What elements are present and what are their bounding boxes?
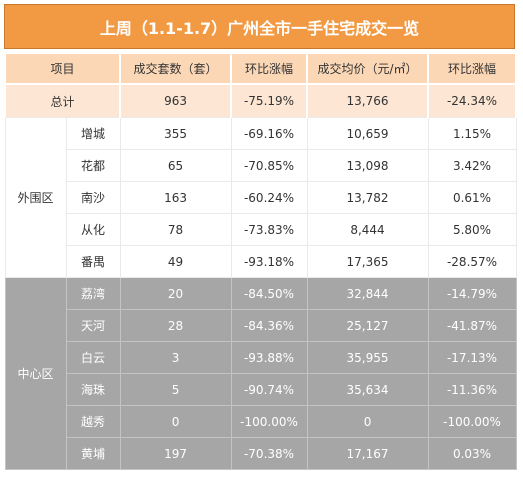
cell-avg-price: 25,127 [306,309,429,342]
cell-district: 荔湾 [65,277,121,310]
sales-table: 项目 成交套数（套） 环比涨幅 成交均价（元/㎡） 环比涨幅 总计 963 -7… [3,52,518,470]
cell-avg-price: 8,444 [306,213,429,246]
cell-district: 黄埔 [65,437,121,470]
cell-units-change: -100.00% [230,405,308,438]
total-units: 963 [119,84,233,118]
table-row: 花都 65 -70.85% 13,098 3.42% [5,149,517,182]
cell-units-change: -84.36% [230,309,308,342]
total-row: 总计 963 -75.19% 13,766 -24.34% [3,84,518,118]
cell-units-change: -70.38% [230,437,308,470]
table-row: 白云 3 -93.88% 35,955 -17.13% [5,341,517,374]
table-row: 中心区 荔湾 20 -84.50% 32,844 -14.79% [4,277,517,470]
header-row: 项目 成交套数（套） 环比涨幅 成交均价（元/㎡） 环比涨幅 [3,52,518,85]
cell-units: 163 [119,181,232,214]
cell-units: 28 [119,309,232,342]
cell-avg-price: 32,844 [306,277,429,310]
cell-price-change: -100.00% [427,405,517,438]
cell-units: 78 [119,213,232,246]
cell-units: 65 [119,149,232,182]
cell-district: 白云 [65,341,121,374]
total-label: 总计 [3,84,122,118]
header-cell: 环比涨幅 [427,52,518,85]
cell-price-change: -28.57% [427,245,517,278]
cell-avg-price: 35,955 [306,341,429,374]
cell-district: 番禺 [65,245,121,278]
cell-district: 南沙 [65,181,121,214]
cell-units-change: -90.74% [230,373,308,406]
cell-avg-price: 0 [306,405,429,438]
header-cell: 项目 [3,52,122,85]
table-row: 番禺 49 -93.18% 17,365 -28.57% [5,245,517,278]
table-row: 天河 28 -84.36% 25,127 -41.87% [5,309,517,342]
table-title: 上周（1.1-1.7）广州全市一手住宅成交一览 [4,4,515,49]
table-row: 黄埔 197 -70.38% 17,167 0.03% [5,437,517,470]
total-avg-price: 13,766 [306,84,430,118]
cell-units: 197 [119,437,232,470]
table-row: 外围区 增城 355 -69.16% 10,659 1.15% [4,117,517,278]
header-cell: 成交套数（套） [119,52,233,85]
cell-units: 5 [119,373,232,406]
cell-units-change: -73.83% [230,213,308,246]
cell-price-change: 1.15% [427,117,517,150]
header-cell: 成交均价（元/㎡） [306,52,430,85]
cell-avg-price: 17,365 [306,245,429,278]
cell-price-change: -14.79% [427,277,517,310]
cell-price-change: -17.13% [427,341,517,374]
cell-price-change: 3.42% [427,149,517,182]
cell-district: 越秀 [65,405,121,438]
table-row: 越秀 0 -100.00% 0 -100.00% [5,405,517,438]
cell-units-change: -93.18% [230,245,308,278]
cell-units-change: -93.88% [230,341,308,374]
cell-units: 0 [119,405,232,438]
region-label: 中心区 [4,277,67,470]
cell-district: 天河 [65,309,121,342]
table-row: 南沙 163 -60.24% 13,782 0.61% [5,181,517,214]
cell-price-change: 5.80% [427,213,517,246]
cell-avg-price: 35,634 [306,373,429,406]
cell-district: 海珠 [65,373,121,406]
cell-price-change: -41.87% [427,309,517,342]
cell-units-change: -70.85% [230,149,308,182]
header-cell: 环比涨幅 [230,52,309,85]
table-row: 海珠 5 -90.74% 35,634 -11.36% [5,373,517,406]
table-row: 从化 78 -73.83% 8,444 5.80% [5,213,517,246]
cell-avg-price: 10,659 [306,117,429,150]
cell-units: 49 [119,245,232,278]
cell-units: 3 [119,341,232,374]
cell-units: 20 [119,277,232,310]
cell-units-change: -69.16% [230,117,308,150]
total-price-change: -24.34% [427,84,518,118]
cell-avg-price: 17,167 [306,437,429,470]
cell-units-change: -84.50% [230,277,308,310]
cell-units-change: -60.24% [230,181,308,214]
region-label: 外围区 [4,117,67,278]
cell-price-change: 0.03% [427,437,517,470]
cell-avg-price: 13,098 [306,149,429,182]
cell-district: 从化 [65,213,121,246]
cell-price-change: -11.36% [427,373,517,406]
total-units-change: -75.19% [230,84,309,118]
cell-avg-price: 13,782 [306,181,429,214]
cell-units: 355 [119,117,232,150]
cell-district: 增城 [65,117,121,150]
cell-district: 花都 [65,149,121,182]
cell-price-change: 0.61% [427,181,517,214]
